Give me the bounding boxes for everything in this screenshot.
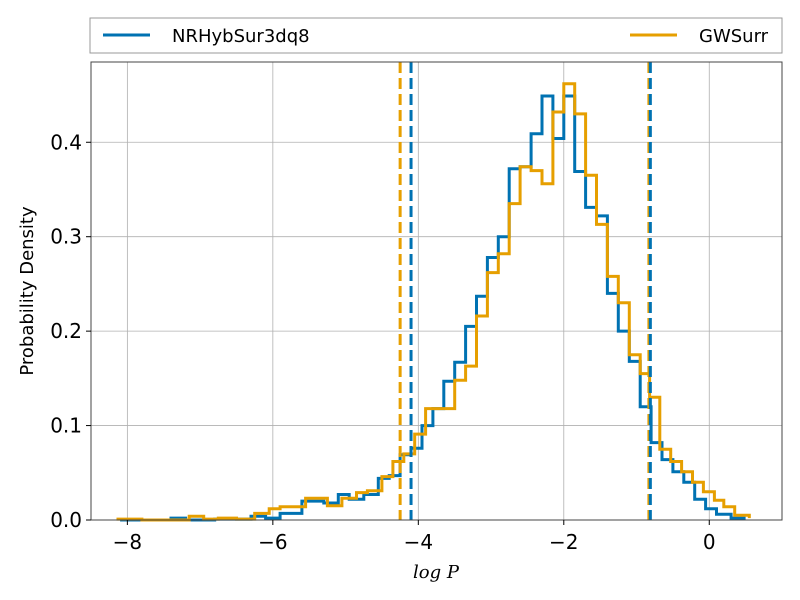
x-tick-label: −6: [258, 530, 287, 554]
x-tick-label: −2: [549, 530, 578, 554]
vline-layer: [398, 62, 652, 520]
y-axis-label: Probability Density: [17, 206, 38, 376]
x-tick-label: −4: [404, 530, 433, 554]
legend-label-gwsurr: GWSurr: [699, 26, 769, 47]
x-axis-label: log P: [413, 562, 460, 583]
legend-label-nrhybsur3dq8: NRHybSur3dq8: [172, 26, 310, 47]
histogram-step-gwsurr: [116, 82, 751, 522]
plot-area: [91, 62, 782, 520]
y-tick-label: 0.1: [50, 414, 82, 438]
x-axis: −8 −6 −4 −2 0: [113, 520, 716, 554]
x-tick-label: −8: [113, 530, 142, 554]
y-tick-label: 0.2: [50, 319, 82, 343]
x-tick-label: 0: [703, 530, 716, 554]
plot-frame: [90, 61, 783, 521]
y-tick-label: 0.0: [50, 508, 82, 532]
y-tick-label: 0.4: [50, 130, 82, 154]
histogram-step-nrhybsur3dq8: [120, 94, 746, 522]
legend: NRHybSur3dq8 GWSurr: [89, 17, 783, 54]
series-layer: [116, 82, 751, 522]
y-tick-label: 0.3: [50, 225, 82, 249]
y-axis: 0.0 0.1 0.2 0.3 0.4: [50, 130, 91, 532]
